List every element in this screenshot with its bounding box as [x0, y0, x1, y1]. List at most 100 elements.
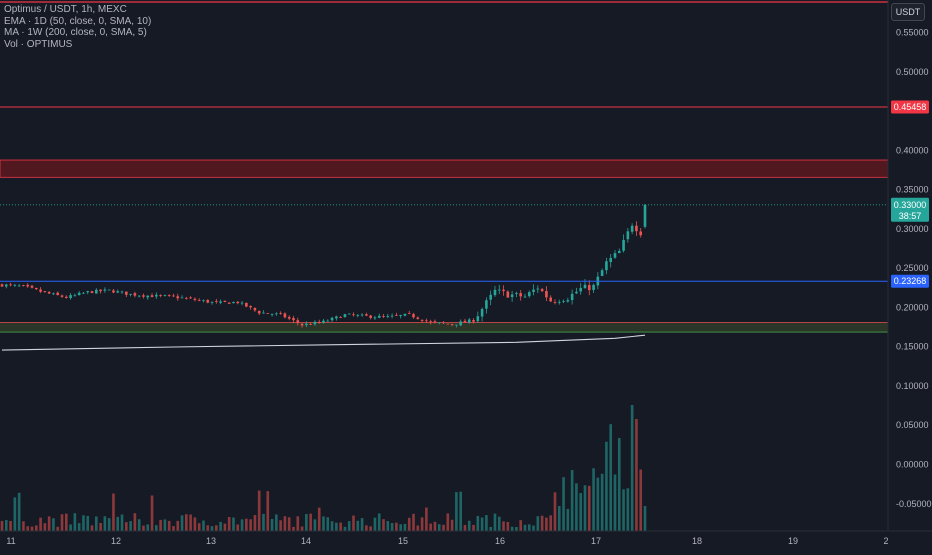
candle-body: [22, 285, 25, 286]
volume-bar: [437, 524, 441, 531]
volume-bar: [493, 513, 497, 531]
candle-body: [416, 317, 420, 320]
volume-bar: [446, 513, 450, 531]
candle-body: [116, 291, 120, 293]
volume-bar: [365, 525, 368, 531]
legend-ema[interactable]: EMA · 1D (50, close, 0, SMA, 10): [4, 15, 152, 27]
volume-bar: [605, 441, 608, 531]
volume-bars: [0, 405, 647, 531]
resistance-zone: [0, 159, 889, 178]
volume-bar: [296, 516, 300, 531]
volume-bar: [146, 524, 150, 531]
volume-bar: [545, 517, 548, 531]
volume-bar: [176, 520, 180, 531]
candle-body: [429, 321, 432, 323]
candle-body: [403, 313, 407, 316]
volume-bar: [587, 485, 591, 531]
candle-body: [137, 295, 141, 297]
volume-bar: [129, 521, 132, 531]
volume-bar: [34, 525, 38, 531]
volume-bar: [137, 519, 141, 531]
candle-body: [163, 295, 167, 296]
candle-body: [515, 292, 518, 294]
time-tick: 2: [883, 536, 888, 546]
volume-bar: [142, 525, 145, 531]
volume-bar: [4, 519, 8, 531]
candle-body: [643, 204, 647, 227]
candle-body: [185, 298, 188, 299]
candle-body: [540, 289, 544, 292]
candle-body: [373, 317, 377, 319]
volume-bar: [639, 469, 643, 531]
candle-body: [300, 323, 304, 326]
time-tick: 17: [591, 536, 601, 546]
volume-bar: [330, 521, 334, 531]
candle-body: [639, 231, 643, 236]
candle-body: [17, 285, 21, 287]
volume-bar: [377, 513, 381, 531]
support-zone: [0, 322, 888, 333]
volume-bar: [56, 526, 60, 531]
volume-bar: [527, 524, 531, 531]
candle-body: [587, 285, 591, 291]
volume-bar: [86, 515, 90, 531]
volume-bar: [223, 523, 227, 531]
candle-body: [180, 297, 184, 299]
volume-bar: [506, 521, 510, 531]
candle-body: [493, 289, 497, 296]
volume-bar: [52, 518, 55, 531]
volume-bar: [540, 515, 544, 531]
price-tick: 0.30000: [896, 224, 929, 234]
time-tick: 13: [206, 536, 216, 546]
legend: Optimus / USDT, 1h, MEXC EMA · 1D (50, c…: [4, 4, 151, 50]
candle-body: [9, 284, 12, 286]
candle-body: [527, 292, 531, 297]
candle-body: [232, 302, 235, 304]
candle-body: [172, 295, 175, 297]
volume-bar: [635, 419, 638, 531]
candle-body: [605, 261, 608, 271]
time-tick: 16: [495, 536, 505, 546]
candle-body: [352, 314, 355, 316]
candle-body: [292, 318, 295, 321]
legend-ma[interactable]: MA · 1W (200, close, 0, SMA, 5): [4, 27, 147, 38]
volume-bar: [575, 483, 578, 531]
candle-body: [613, 253, 617, 258]
volume-bar: [407, 517, 411, 531]
candle-body: [532, 289, 535, 293]
candle-body: [382, 315, 385, 317]
currency-button[interactable]: USDT: [891, 3, 925, 21]
volume-bar: [73, 513, 77, 531]
volume-bar: [227, 516, 231, 531]
candle-body: [365, 314, 368, 316]
candle-body: [425, 320, 428, 322]
legend-volume[interactable]: Vol · OPTIMUS: [4, 38, 73, 50]
candle-body: [99, 289, 102, 292]
volume-bar: [90, 525, 94, 531]
candle-body: [223, 300, 227, 302]
volume-bar: [523, 524, 527, 531]
volume-bar: [155, 525, 158, 531]
candle-body: [347, 313, 351, 315]
volume-bar: [185, 514, 188, 531]
volume-bar: [347, 521, 351, 531]
volume-bar: [82, 515, 85, 531]
candle-body: [287, 316, 291, 319]
volume-bar: [360, 518, 364, 531]
candle-body: [309, 324, 312, 325]
price-tick: 0.40000: [896, 145, 929, 155]
volume-bar: [600, 473, 604, 531]
volume-bar: [60, 514, 64, 531]
legend-symbol[interactable]: Optimus / USDT, 1h, MEXC: [4, 4, 127, 15]
volume-bar: [313, 519, 317, 531]
volume-bar: [403, 523, 407, 531]
candle-body: [60, 295, 64, 297]
volume-bar: [0, 520, 4, 531]
candle-body: [77, 292, 81, 296]
candle-body: [343, 314, 347, 318]
volume-bar: [219, 521, 222, 531]
candle-body: [506, 291, 510, 298]
volume-bar: [197, 523, 201, 531]
